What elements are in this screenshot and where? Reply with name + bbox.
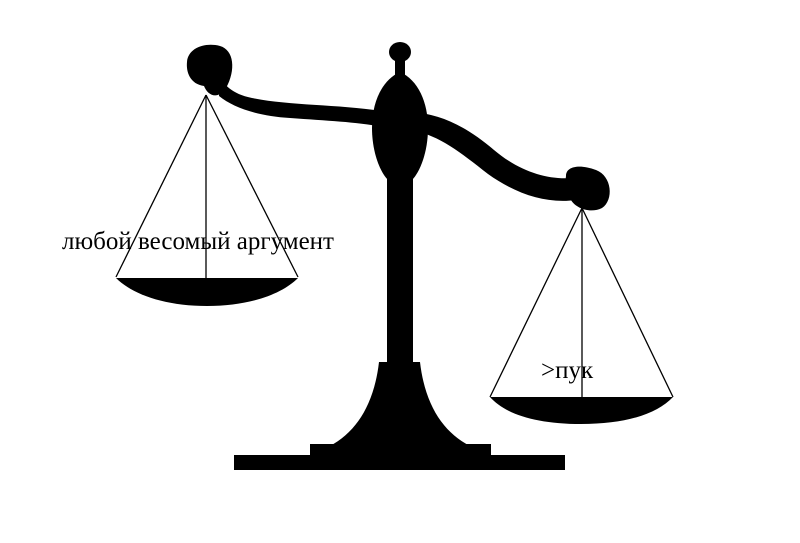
- right-pan-string: [489, 207, 583, 398]
- left-pan-dish: [116, 278, 298, 306]
- scale-beam-left-end: [186, 44, 233, 96]
- scale-foot: [330, 362, 470, 446]
- scale-beam-right-end: [565, 166, 610, 211]
- left-pan-caption: любой весомый аргумент: [62, 228, 334, 255]
- right-pan-assembly: [489, 207, 674, 424]
- right-pan-dish: [490, 397, 673, 424]
- scale-beam-right-arm: [412, 112, 576, 201]
- scale-top-neck: [395, 58, 405, 76]
- scale-stand: [234, 42, 565, 470]
- scale-base-plate: [234, 455, 565, 470]
- scale-base-step: [310, 444, 491, 458]
- left-pan-string: [115, 94, 207, 278]
- left-pan-assembly: [115, 94, 299, 306]
- left-pan-string: [205, 94, 299, 278]
- scale-center-bulb: [372, 72, 428, 180]
- scale-top-knob: [389, 42, 411, 62]
- scale-pillar: [387, 175, 413, 367]
- right-pan-string: [581, 207, 674, 398]
- right-pan-caption: >пук: [541, 357, 594, 384]
- scale-beam-left-arm: [219, 74, 388, 128]
- scale-beam: [186, 44, 610, 211]
